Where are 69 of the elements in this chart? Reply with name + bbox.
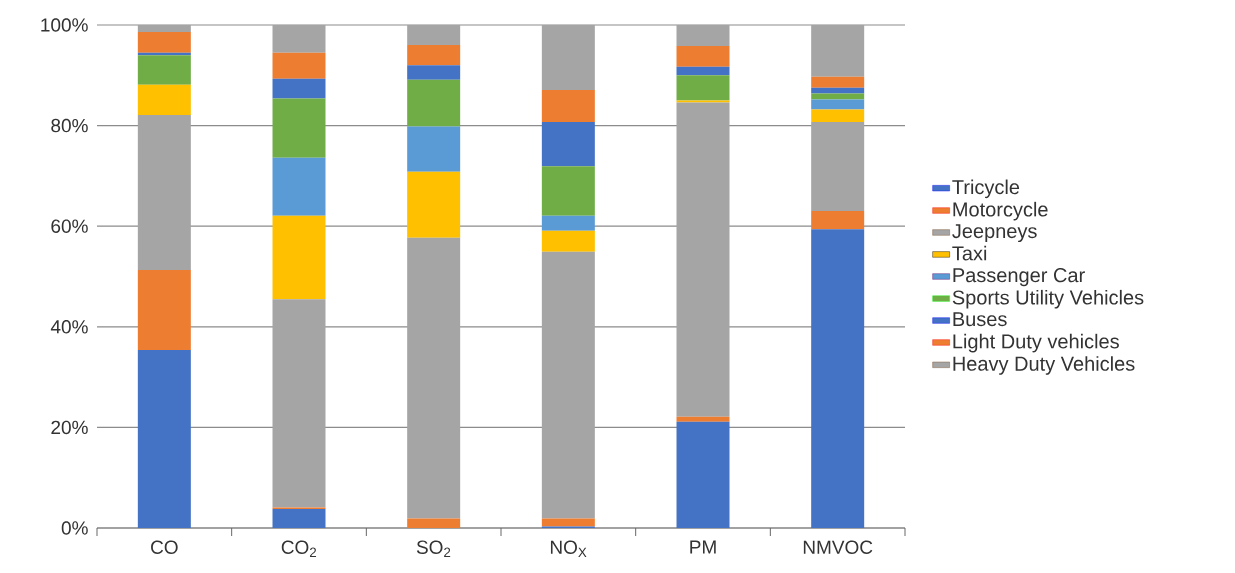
bar [676, 75, 730, 101]
legend-label: Sports Utility Vehicles [952, 289, 1144, 309]
bar [272, 508, 326, 528]
legend-label: Passenger Car [953, 268, 1085, 287]
bar [407, 65, 461, 80]
bar [272, 52, 326, 79]
bar [137, 24, 191, 33]
bar [541, 215, 595, 231]
bar [676, 46, 730, 67]
legend-label: Light Duty vehicles [953, 333, 1119, 353]
bar [541, 251, 595, 519]
bar [272, 157, 326, 216]
bar [541, 166, 595, 216]
bar [407, 518, 461, 528]
bar [407, 237, 461, 519]
y-tick-label: 80% [51, 118, 88, 133]
x-tick-label: PM [690, 540, 716, 554]
bar [137, 84, 191, 116]
bar [407, 45, 461, 66]
x-tick-label: NMVOC [803, 540, 873, 554]
x-tick-label: CO$_{2}$ [281, 540, 317, 557]
bar [272, 215, 326, 300]
bar [272, 24, 326, 53]
bar [541, 89, 595, 123]
bar [811, 87, 865, 94]
bar [676, 24, 730, 47]
bar [811, 109, 865, 123]
bar [541, 24, 595, 90]
bar [137, 269, 191, 350]
legend-label: Jeepneys [952, 224, 1037, 243]
bar [811, 229, 865, 528]
legend-label: Taxi [952, 245, 987, 261]
x-tick-label: SO$_{2}$ [416, 540, 451, 557]
bar [407, 126, 461, 172]
bar [137, 55, 191, 85]
y-tick-label: 40% [50, 320, 88, 334]
bar [272, 78, 326, 99]
y-tick-label: 0% [61, 521, 88, 535]
bar [272, 98, 326, 158]
bar [676, 66, 730, 76]
bar [137, 32, 191, 53]
legend-label: Motorcycle [953, 201, 1048, 221]
bar [407, 79, 461, 127]
legend-label: Heavy Duty Vehicles [953, 356, 1135, 375]
bar [676, 421, 730, 528]
y-tick-label: 20% [51, 420, 88, 435]
legend-label: Tricycle [952, 179, 1020, 199]
bar [541, 230, 595, 252]
bar [541, 122, 595, 167]
bar [811, 93, 865, 100]
x-tick-label: CO [151, 540, 178, 554]
bar [272, 299, 326, 508]
legend-label: Buses [953, 312, 1007, 327]
bar [676, 416, 730, 422]
bar [407, 171, 461, 238]
bar [407, 24, 461, 46]
bar [811, 211, 865, 230]
bar [676, 102, 730, 417]
bar [676, 100, 730, 103]
bar [811, 24, 865, 77]
y-tick-label: 100% [41, 18, 88, 32]
bar [811, 99, 865, 110]
y-tick-label: 60% [51, 219, 88, 233]
bar [137, 115, 191, 270]
bar [811, 122, 865, 212]
x-tick-label: NO$_{X}$ [550, 540, 587, 557]
bar [541, 518, 595, 527]
bar [811, 76, 865, 88]
bar [137, 349, 191, 528]
